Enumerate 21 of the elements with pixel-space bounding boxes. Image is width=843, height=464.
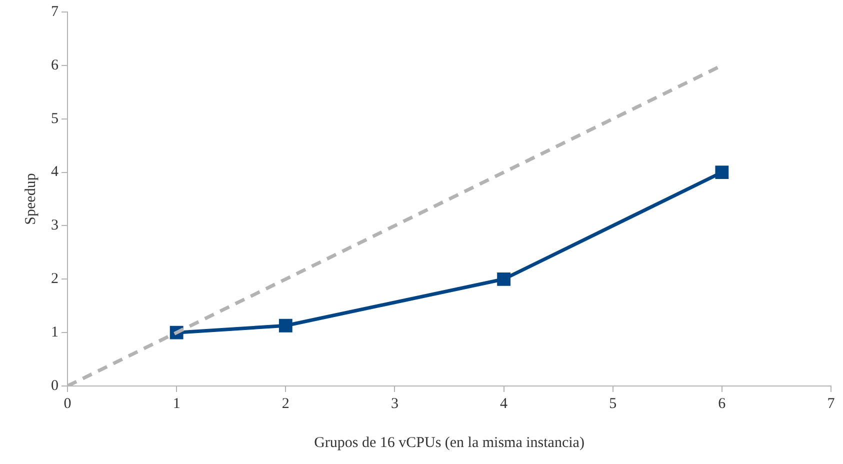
y-tick-label: 1: [51, 324, 58, 341]
x-tick-label: 2: [282, 396, 290, 412]
point: [497, 272, 510, 286]
x-tick-label: 6: [718, 396, 726, 412]
x-axis-title: Grupos de 16 vCPUs (en la misma instancia): [314, 434, 584, 451]
y-tick-label: 2: [51, 271, 58, 288]
y-tick-label: 0: [51, 378, 58, 394]
x-tick-label: 0: [64, 396, 72, 412]
x-tick-label: 5: [609, 396, 617, 412]
y-tick-label: 4: [51, 164, 59, 180]
point: [715, 166, 729, 179]
y-tick-label: 3: [51, 218, 58, 234]
y-tick-label: 5: [51, 110, 58, 127]
x-tick-label: 3: [390, 396, 398, 412]
x-tick-label: 7: [827, 396, 836, 412]
y-tick-label: 6: [51, 57, 59, 74]
x-tick-label: 1: [172, 396, 180, 412]
y-axis-title: Speedup: [22, 173, 39, 225]
x-tick-label: 4: [500, 396, 508, 412]
y-tick-label: 7: [51, 4, 59, 20]
point: [278, 318, 292, 332]
